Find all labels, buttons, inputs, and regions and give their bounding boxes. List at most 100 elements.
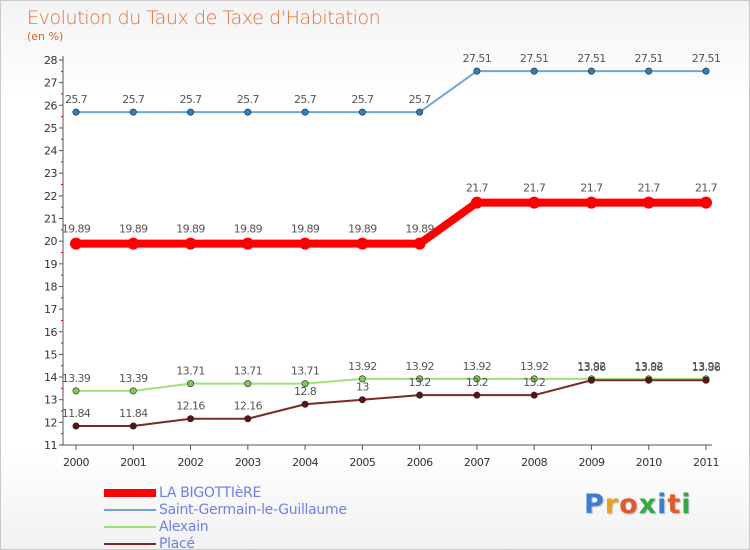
y-tick-label: 20 — [44, 235, 57, 248]
x-tick-label: 2010 — [636, 456, 662, 469]
data-label: 25.7 — [122, 93, 145, 106]
y-tick-label: 18 — [44, 280, 57, 293]
x-tick-label: 2003 — [235, 456, 261, 469]
data-point — [530, 391, 538, 399]
logo-letter: i — [681, 489, 692, 520]
y-tick-label: 27 — [44, 77, 57, 90]
legend-item: Saint-Germain-le-Guillaume — [104, 501, 347, 518]
data-label: 27.51 — [692, 52, 721, 65]
data-point — [416, 391, 424, 399]
data-point — [473, 67, 481, 75]
data-point — [187, 108, 195, 116]
legend-label: Alexain — [159, 518, 209, 535]
data-label: 13.92 — [463, 360, 492, 373]
data-label: 13 — [356, 381, 369, 394]
y-tick-label: 26 — [44, 99, 57, 112]
logo-letter: i — [657, 489, 668, 520]
data-label: 25.7 — [237, 93, 260, 106]
y-tick-label: 23 — [44, 167, 57, 180]
data-point — [356, 237, 369, 250]
data-point — [72, 422, 80, 430]
legend-item: Alexain — [104, 518, 347, 535]
data-label: 13.39 — [62, 372, 91, 385]
data-point — [702, 376, 710, 384]
data-label: 11.84 — [62, 407, 91, 420]
proxiti-logo: Proxiti — [584, 489, 692, 520]
x-tick-label: 2005 — [349, 456, 375, 469]
y-tick-label: 19 — [44, 258, 57, 271]
logo-letter: r — [604, 489, 620, 520]
y-tick-label: 28 — [44, 54, 57, 67]
y-tick-label: 17 — [44, 303, 57, 316]
data-label: 13.39 — [119, 372, 148, 385]
y-tick-label: 24 — [44, 145, 57, 158]
data-point — [129, 422, 137, 430]
y-tick-label: 11 — [44, 439, 57, 452]
data-point — [129, 387, 137, 395]
legend-swatch — [104, 508, 156, 511]
data-label: 12.8 — [294, 385, 317, 398]
x-tick-label: 2008 — [521, 456, 547, 469]
data-point — [299, 237, 312, 250]
data-point — [413, 237, 426, 250]
x-tick-label: 2000 — [63, 456, 89, 469]
data-label: 19.89 — [405, 223, 434, 236]
data-point — [645, 67, 653, 75]
data-point — [244, 380, 252, 388]
data-point — [530, 375, 538, 383]
data-label: 13.2 — [409, 376, 431, 389]
data-label: 19.89 — [176, 223, 205, 236]
data-label: 11.84 — [119, 407, 148, 420]
x-tick-label: 2001 — [120, 456, 146, 469]
data-point — [70, 237, 82, 250]
data-label: 13.86 — [634, 361, 663, 374]
data-point — [587, 67, 595, 75]
x-tick-label: 2007 — [464, 456, 490, 469]
data-label: 12.16 — [234, 400, 263, 413]
chart-title: Evolution du Taux de Taxe d'Habitation — [27, 7, 381, 29]
chart-unit-label: (en %) — [27, 30, 64, 43]
data-label: 19.89 — [119, 223, 148, 236]
data-label: 13.71 — [176, 365, 205, 378]
data-label: 13.92 — [634, 360, 663, 373]
data-point — [72, 387, 80, 395]
data-label: 21.7 — [466, 182, 489, 195]
logo-letter: x — [638, 489, 658, 520]
data-label: 21.7 — [638, 182, 661, 195]
data-label: 19.89 — [291, 223, 320, 236]
x-tick-label: 2009 — [578, 456, 604, 469]
data-label: 13.2 — [523, 376, 545, 389]
data-label: 27.51 — [634, 52, 663, 65]
series-alexain: 13.39 13.39 13.71 13.71 13.71 13.92 13.92 13.92… — [62, 360, 721, 395]
data-point — [528, 196, 541, 209]
data-label: 13.71 — [234, 365, 263, 378]
chart-legend: LA BIGOTTIèRE Saint-Germain-le-Guillaume A… — [104, 484, 347, 550]
data-point — [645, 376, 653, 384]
data-label: 13.92 — [348, 360, 377, 373]
data-label: 19.89 — [62, 223, 91, 236]
data-label: 19.89 — [234, 223, 263, 236]
data-point — [72, 108, 80, 116]
legend-swatch — [104, 488, 156, 497]
data-point — [416, 375, 424, 383]
legend-label: Placé — [159, 535, 195, 550]
y-tick-label: 21 — [44, 213, 57, 226]
series-line — [75, 379, 707, 427]
data-label: 27.51 — [577, 52, 606, 65]
data-label: 13.71 — [291, 365, 320, 378]
data-point — [358, 396, 366, 404]
y-tick-label: 14 — [44, 371, 57, 384]
data-point — [244, 108, 252, 116]
data-point — [473, 375, 481, 383]
x-tick-label: 2006 — [407, 456, 433, 469]
data-label: 27.51 — [520, 52, 549, 65]
data-point — [358, 108, 366, 116]
data-label: 19.89 — [348, 223, 377, 236]
data-label: 25.7 — [65, 93, 88, 106]
data-point — [470, 196, 483, 209]
data-point — [358, 375, 366, 383]
data-label: 12.16 — [176, 400, 205, 413]
x-tick-label: 2011 — [693, 456, 719, 469]
data-point — [187, 415, 195, 423]
